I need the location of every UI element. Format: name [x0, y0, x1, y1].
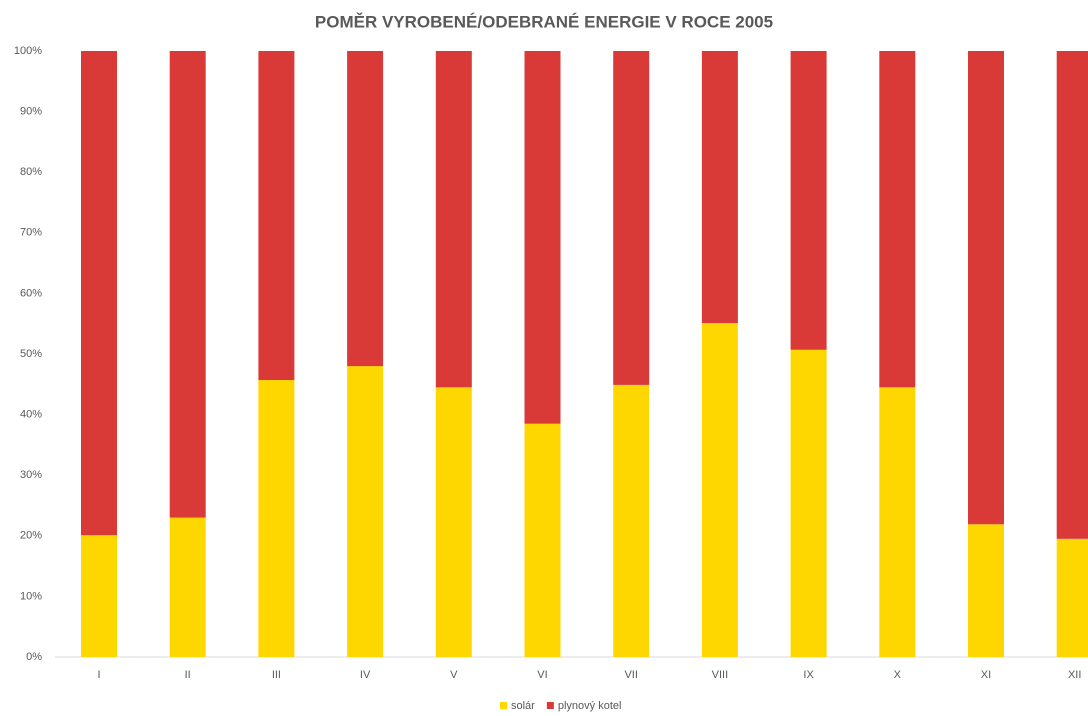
bar-segment	[613, 384, 650, 657]
y-tick-label: 80%	[20, 166, 42, 178]
bar-segment	[258, 51, 295, 381]
chart-title: POMĚR VYROBENÉ/ODEBRANÉ ENERGIE V ROCE 2…	[315, 12, 773, 31]
y-tick-label: 50%	[20, 348, 42, 360]
bar-segment	[81, 51, 117, 536]
bar-segment	[1056, 538, 1088, 657]
y-tick-label: 90%	[20, 106, 42, 118]
bar-segment	[790, 349, 827, 657]
bar-segment	[524, 51, 561, 424]
x-tick-label: III	[272, 669, 281, 681]
bar-segment	[347, 51, 384, 367]
bar-segment	[169, 517, 206, 657]
bar-segment	[1056, 51, 1088, 539]
x-tick-label: XII	[1068, 669, 1081, 681]
legend-label: plynový kotel	[558, 700, 622, 712]
x-tick-label: V	[450, 669, 458, 681]
x-tick-label: XI	[981, 669, 991, 681]
y-tick-label: 60%	[20, 287, 42, 299]
x-tick-label: I	[97, 669, 100, 681]
x-tick-label: IV	[360, 669, 371, 681]
y-tick-label: 0%	[26, 651, 42, 663]
x-tick-label: X	[894, 669, 902, 681]
legend-swatch	[500, 702, 507, 709]
bar-segment	[258, 380, 295, 657]
bar-segment	[968, 51, 1004, 525]
y-tick-label: 20%	[20, 530, 42, 542]
bar-segment	[701, 51, 738, 324]
y-tick-label: 10%	[20, 590, 42, 602]
y-tick-label: 100%	[14, 45, 42, 57]
bar-segment	[169, 51, 206, 518]
x-tick-label: VIII	[712, 669, 729, 681]
bar-segment	[613, 51, 650, 385]
bar-segment	[435, 51, 472, 388]
y-tick-label: 70%	[20, 227, 42, 239]
bar-segment	[701, 323, 738, 657]
bar-segment	[790, 51, 827, 350]
y-tick-label: 40%	[20, 409, 42, 421]
x-tick-label: VI	[537, 669, 547, 681]
bar-segment	[81, 535, 117, 657]
x-tick-label: II	[185, 669, 191, 681]
bar-segment	[435, 387, 472, 657]
legend-label: solár	[511, 700, 535, 712]
x-tick-label: IX	[803, 669, 814, 681]
bar-segment	[524, 423, 561, 657]
bar-segment	[879, 387, 916, 657]
bar-segment	[968, 524, 1004, 657]
x-tick-label: VII	[624, 669, 637, 681]
legend-swatch	[546, 702, 554, 709]
y-tick-label: 30%	[20, 469, 42, 481]
bar-segment	[347, 366, 384, 657]
bar-segment	[879, 51, 916, 388]
